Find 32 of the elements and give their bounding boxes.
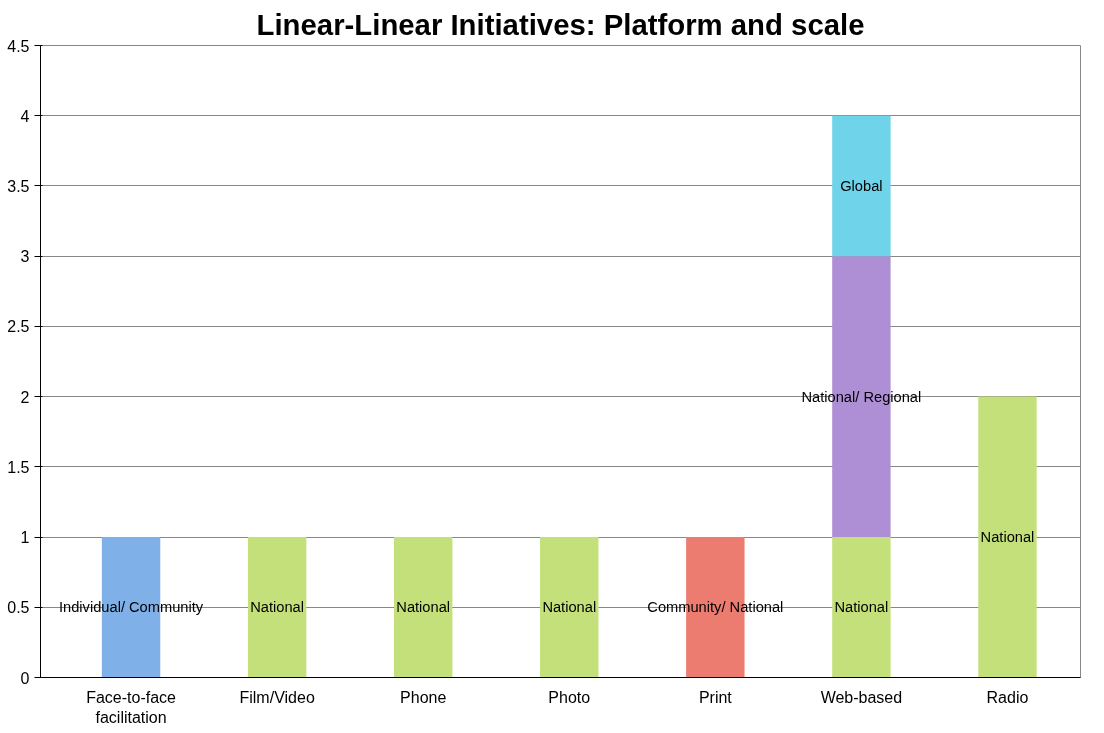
y-tick-label: 2 — [20, 388, 30, 406]
y-tick-label: 0.5 — [7, 599, 30, 617]
series-label: Individual/ Community — [58, 599, 204, 616]
bar — [393, 537, 453, 678]
bar — [978, 396, 1037, 678]
series-label: National/ Regional — [801, 388, 922, 405]
x-tick-label: Photo — [548, 688, 591, 706]
y-tick-label: 3 — [20, 248, 30, 266]
text: National — [542, 599, 597, 616]
bar — [247, 537, 307, 678]
bar — [540, 537, 599, 678]
text: National — [396, 599, 451, 616]
x-tick-label: Web-based — [820, 688, 903, 706]
x-tick-label: Film/Video — [239, 688, 315, 706]
y-tick-label: 4.5 — [7, 37, 30, 55]
text: National — [980, 529, 1035, 546]
y-tick-label: 1 — [20, 529, 30, 547]
series-label: Global — [840, 177, 883, 194]
series-label: National — [834, 599, 889, 616]
text: National — [250, 599, 305, 616]
x-tick-label: Phone — [400, 688, 447, 706]
bar — [832, 115, 891, 257]
y-tick-label: 0 — [20, 669, 30, 687]
x-tick-label: Face-to-face facilitation — [86, 688, 177, 726]
chart-title: Linear-Linear Initiatives: Platform and scale — [256, 7, 865, 41]
x-tick-label: Radio — [986, 688, 1029, 706]
y-tick-label: 3.5 — [7, 177, 30, 195]
x-tick-label: Print — [698, 688, 733, 706]
y-tick-label: 4 — [20, 107, 30, 125]
bar — [832, 537, 891, 678]
y-tick-label: 2.5 — [7, 318, 30, 336]
y-tick-label: 1.5 — [7, 458, 30, 476]
